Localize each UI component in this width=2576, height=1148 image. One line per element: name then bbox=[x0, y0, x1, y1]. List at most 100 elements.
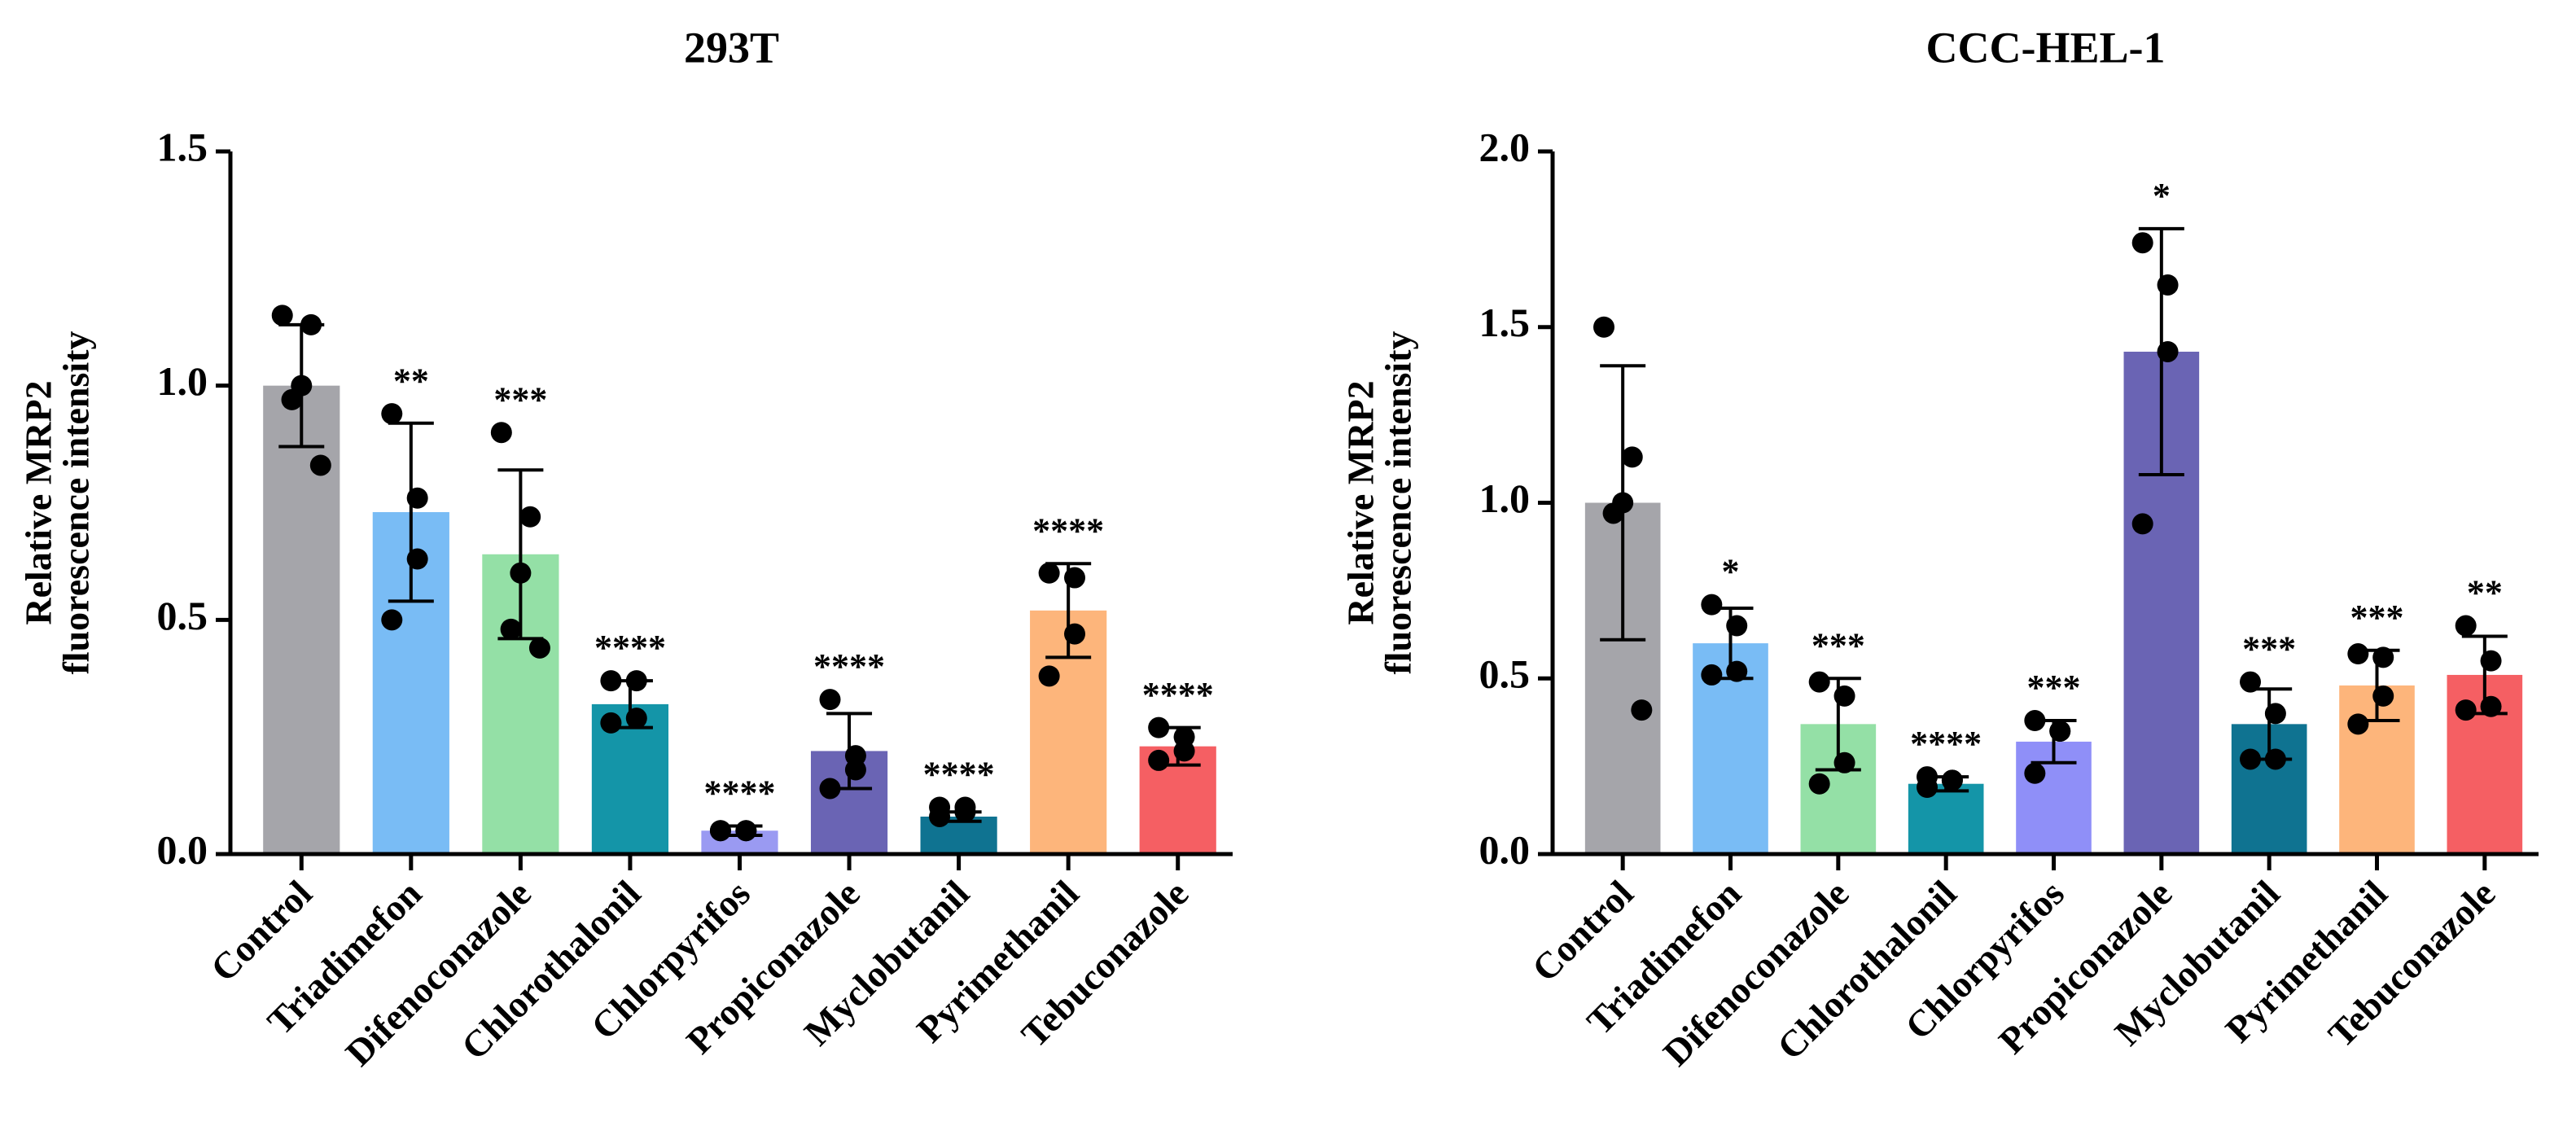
y-axis-label: Relative MRP2 bbox=[1340, 380, 1382, 624]
data-point bbox=[528, 637, 550, 659]
significance-label: **** bbox=[1910, 724, 1982, 764]
data-point bbox=[309, 454, 331, 476]
data-point bbox=[1602, 502, 1624, 524]
y-tick-label: 2.0 bbox=[1479, 124, 1531, 169]
data-point bbox=[844, 759, 866, 781]
significance-label: *** bbox=[1812, 625, 1865, 665]
data-point bbox=[2264, 703, 2286, 725]
significance-label: *** bbox=[2242, 629, 2296, 669]
significance-label: **** bbox=[813, 646, 885, 686]
y-tick-label: 0.5 bbox=[1479, 651, 1531, 697]
significance-label: **** bbox=[1142, 675, 1214, 715]
data-point bbox=[625, 670, 647, 692]
data-point bbox=[2455, 615, 2477, 637]
data-point bbox=[2157, 274, 2179, 296]
data-point bbox=[1917, 777, 1939, 799]
data-point bbox=[1808, 773, 1830, 795]
bar bbox=[263, 385, 340, 855]
data-point bbox=[2131, 513, 2153, 535]
data-point bbox=[2347, 643, 2369, 665]
data-point bbox=[490, 422, 512, 444]
data-point bbox=[1038, 562, 1060, 584]
data-point bbox=[929, 805, 951, 827]
y-tick-label: 1.5 bbox=[157, 124, 208, 169]
data-point bbox=[406, 548, 428, 570]
data-point bbox=[2480, 650, 2502, 672]
data-point bbox=[406, 487, 428, 509]
data-point bbox=[1701, 664, 1723, 686]
data-point bbox=[1621, 446, 1643, 468]
significance-label: *** bbox=[2027, 668, 2081, 708]
data-point bbox=[600, 712, 622, 734]
data-point bbox=[1833, 685, 1855, 707]
y-tick-label: 0.0 bbox=[1479, 826, 1531, 872]
y-axis-label: fluorescence intensity bbox=[55, 331, 97, 674]
data-point bbox=[2240, 748, 2262, 770]
data-point bbox=[2024, 710, 2046, 732]
data-point bbox=[625, 708, 647, 730]
data-point bbox=[2131, 232, 2153, 254]
data-point bbox=[1808, 671, 1830, 693]
data-point bbox=[1701, 594, 1723, 616]
data-point bbox=[600, 670, 622, 692]
significance-label: *** bbox=[493, 379, 547, 419]
data-point bbox=[1631, 699, 1653, 721]
significance-label: * bbox=[1722, 552, 1740, 592]
data-point bbox=[519, 506, 541, 528]
significance-label: **** bbox=[704, 773, 776, 813]
data-point bbox=[381, 403, 403, 425]
data-point bbox=[1833, 751, 1855, 773]
chart-title: 293T bbox=[684, 23, 779, 72]
data-point bbox=[2372, 685, 2394, 707]
y-tick-label: 1.0 bbox=[157, 358, 208, 404]
data-point bbox=[2157, 340, 2179, 362]
data-point bbox=[381, 609, 403, 631]
data-point bbox=[1038, 665, 1060, 687]
data-point bbox=[1173, 740, 1195, 762]
significance-label: ** bbox=[393, 361, 429, 401]
y-tick-label: 0.5 bbox=[157, 593, 208, 638]
data-point bbox=[510, 562, 532, 584]
data-point bbox=[2240, 671, 2262, 693]
chart-title: CCC-HEL-1 bbox=[1926, 23, 2166, 72]
data-point bbox=[1593, 316, 1615, 338]
data-point bbox=[819, 689, 841, 711]
significance-label: * bbox=[2153, 176, 2171, 216]
significance-label: **** bbox=[1032, 510, 1104, 550]
y-tick-label: 0.0 bbox=[157, 826, 208, 872]
x-tick-label: Difenoconazole bbox=[337, 872, 538, 1073]
data-point bbox=[1726, 615, 1748, 637]
data-point bbox=[2049, 720, 2071, 742]
data-point bbox=[2480, 695, 2502, 717]
data-point bbox=[500, 618, 522, 640]
y-axis-label: Relative MRP2 bbox=[18, 380, 59, 624]
data-point bbox=[2347, 713, 2369, 735]
significance-label: *** bbox=[2350, 598, 2404, 638]
data-point bbox=[1148, 749, 1170, 771]
data-point bbox=[1064, 567, 1086, 589]
data-point bbox=[271, 305, 293, 326]
data-point bbox=[954, 801, 976, 823]
y-tick-label: 1.0 bbox=[1479, 475, 1531, 521]
y-tick-label: 1.5 bbox=[1479, 300, 1531, 345]
data-point bbox=[2455, 699, 2477, 721]
y-axis-label: fluorescence intensity bbox=[1378, 331, 1419, 674]
significance-label: **** bbox=[923, 755, 995, 795]
data-point bbox=[300, 313, 322, 335]
data-point bbox=[1726, 660, 1748, 682]
data-point bbox=[709, 820, 731, 842]
data-point bbox=[1941, 769, 1963, 791]
data-point bbox=[2372, 646, 2394, 668]
data-point bbox=[819, 778, 841, 800]
x-tick-label: Difenoconazole bbox=[1655, 872, 1856, 1073]
data-point bbox=[735, 820, 757, 842]
data-point bbox=[2024, 762, 2046, 784]
data-point bbox=[1148, 716, 1170, 738]
data-point bbox=[281, 388, 303, 410]
data-point bbox=[2264, 748, 2286, 770]
significance-label: **** bbox=[594, 628, 666, 668]
data-point bbox=[1064, 623, 1086, 645]
significance-label: ** bbox=[2467, 573, 2503, 613]
